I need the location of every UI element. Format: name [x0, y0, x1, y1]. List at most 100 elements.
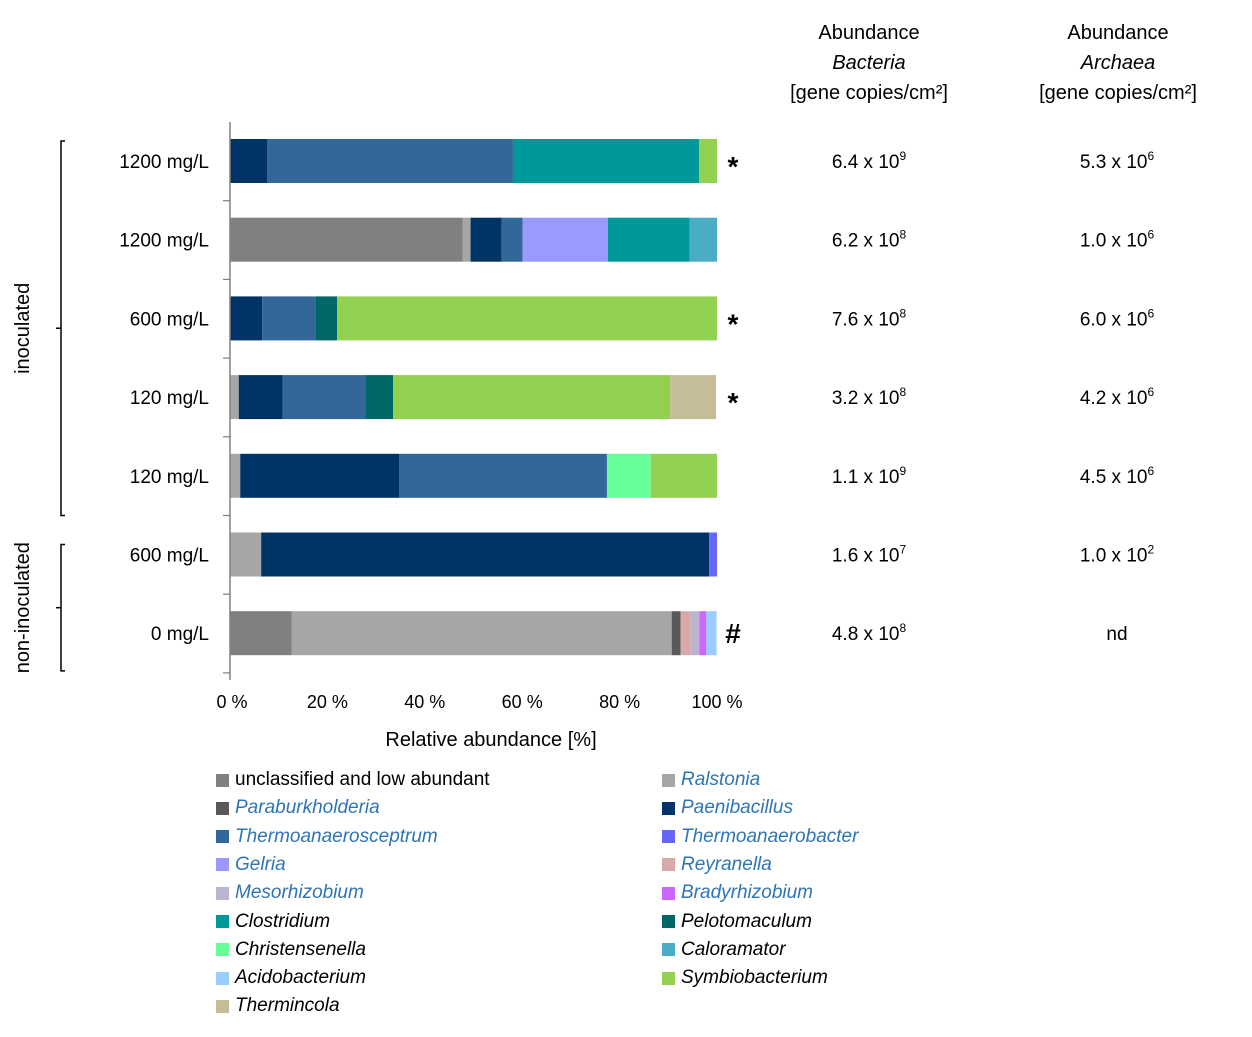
archaea-abundance-value: 4.5 x 106 [1080, 464, 1155, 488]
legend-label: Caloramator [681, 938, 786, 960]
bacteria-abundance-value: 6.2 x 108 [832, 228, 907, 252]
bar-segment-reyranella [680, 611, 691, 656]
bar-segment-paenibacillus [261, 532, 710, 577]
category-label: 120 mg/L [130, 388, 209, 409]
legend-item: Thermoanaerobacter [662, 824, 858, 850]
bar-segment-paenibacillus [230, 139, 268, 183]
bar-segment-thermoanaerobacter [709, 532, 717, 577]
legend-item: Reyranella [662, 852, 772, 878]
archaea-header-line2: Archaea [1080, 52, 1156, 74]
bar-segment-thermoanaerosceptrum [282, 375, 366, 420]
category-label: 0 mg/L [151, 624, 209, 645]
legend-item: Bradyrhizobium [662, 880, 813, 906]
bacteria-abundance-value: 7.6 x 108 [832, 306, 907, 330]
axis-layer [56, 122, 231, 680]
asterisk-marker: * [728, 387, 739, 418]
archaea-abundance-value: 4.2 x 106 [1080, 385, 1155, 409]
bar-segment-thermoanaerosceptrum [501, 217, 523, 262]
legend-item: Acidobacterium [216, 965, 366, 991]
bar-segment-symbiobacterium [698, 139, 717, 183]
legend-label: unclassified and low abundant [235, 769, 490, 790]
legend-swatch [662, 943, 675, 957]
legend-item: Clostridium [216, 909, 330, 935]
bar-segment-unclassified-and-low-abundant [230, 611, 292, 656]
legend-swatch [216, 858, 229, 872]
legend-item: Christensenella [216, 937, 366, 963]
bar-segment-christensenella [606, 453, 651, 498]
category-label: 600 mg/L [130, 309, 209, 330]
category-label: 1200 mg/L [119, 152, 209, 173]
bacteria-header-line1: Abundance [818, 22, 919, 44]
legend-label: Pelotomaculum [681, 910, 812, 932]
group-label-inoculated: inoculated [12, 283, 34, 374]
labels-layer: 1200 mg/L * 1200 mg/L 600 mg/L * 120 mg/L * 120… [12, 151, 743, 751]
legend-swatch [216, 999, 229, 1013]
x-tick-label: 20 % [307, 692, 348, 712]
bar-segment-gelria [522, 217, 608, 262]
bacteria-abundance-value: 6.4 x 109 [832, 149, 907, 173]
bar-segment-symbiobacterium [337, 296, 717, 341]
bar-segment-ralstonia [230, 532, 262, 577]
legend-swatch [662, 971, 675, 985]
bars-layer [230, 139, 717, 656]
category-label: 1200 mg/L [119, 231, 209, 252]
bacteria-abundance-value: 1.6 x 107 [832, 543, 907, 567]
legend-item: Paenibacillus [662, 795, 793, 821]
group-bracket [60, 543, 65, 672]
group-bracket [60, 140, 65, 517]
bar-segment-paenibacillus [240, 453, 399, 498]
archaea-abundance-value: 1.0 x 102 [1080, 543, 1155, 567]
legend-label: Paraburkholderia [235, 797, 380, 819]
x-axis-title: Relative abundance [%] [385, 729, 596, 751]
x-tick-label: 80 % [599, 692, 640, 712]
x-tick-label: 60 % [502, 692, 543, 712]
bar-segment-ralstonia [291, 611, 672, 656]
archaea-header-line3: [gene copies/cm²] [1039, 82, 1197, 104]
bar-segment-symbiobacterium [650, 453, 717, 498]
legend-item: Mesorhizobium [216, 880, 364, 906]
archaea-abundance-value: nd [1106, 624, 1127, 645]
legend-swatch [216, 915, 229, 928]
x-tick-label: 100 % [691, 692, 742, 712]
legend-label: Paenibacillus [681, 797, 793, 819]
legend-label: Thermincola [235, 995, 340, 1017]
bar-segment-unclassified-and-low-abundant [230, 217, 463, 262]
hash-marker: # [725, 618, 741, 649]
bacteria-abundance-value: 4.8 x 108 [832, 621, 907, 645]
category-label: 600 mg/L [130, 546, 209, 567]
bar-segment-ralstonia [462, 217, 471, 262]
bacteria-header-line2: Bacteria [832, 52, 905, 74]
legend-item: Thermoanaerosceptrum [216, 824, 438, 850]
bar-segment-thermoanaerosceptrum [267, 139, 513, 183]
archaea-abundance-value: 1.0 x 106 [1080, 228, 1155, 252]
legend-label: Clostridium [235, 910, 331, 932]
legend-item: Pelotomaculum [662, 909, 812, 935]
bar-segment-pelotomaculum [365, 375, 394, 420]
legend-item: Thermincola [216, 993, 340, 1019]
archaea-abundance-value: 6.0 x 106 [1080, 306, 1155, 330]
bar-segment-paenibacillus [470, 217, 502, 262]
table-rows: 6.4 x 109 5.3 x 106 6.2 x 108 1.0 x 106 7.6 … [832, 149, 1155, 645]
abundance-table: Abundance Bacteria [gene copies/cm²] Abu… [790, 22, 1197, 645]
bar-segment-thermoanaerosceptrum [262, 296, 316, 341]
legend-label: Reyranella [681, 853, 772, 875]
bar-segment-thermincola [670, 375, 717, 420]
legend-swatch [216, 830, 229, 844]
bar-segment-paenibacillus [230, 296, 263, 341]
bar-segment-bradyrhizobium [699, 611, 707, 656]
archaea-header-line1: Abundance [1067, 22, 1168, 44]
legend-swatch [662, 773, 675, 787]
legend-swatch [216, 943, 229, 957]
legend-label: Bradyrhizobium [681, 882, 813, 904]
bar-segment-symbiobacterium [393, 375, 671, 420]
legend-item: unclassified and low abundant [216, 767, 490, 793]
legend-swatch [216, 971, 229, 985]
bar-segment-caloramator [689, 217, 717, 262]
archaea-abundance-value: 5.3 x 106 [1080, 149, 1155, 173]
legend-item: Paraburkholderia [216, 795, 380, 821]
legend-swatch [662, 858, 675, 872]
legend-swatch [216, 773, 229, 787]
legend-label: Thermoanaerobacter [681, 825, 859, 847]
legend-item: Gelria [216, 852, 286, 878]
